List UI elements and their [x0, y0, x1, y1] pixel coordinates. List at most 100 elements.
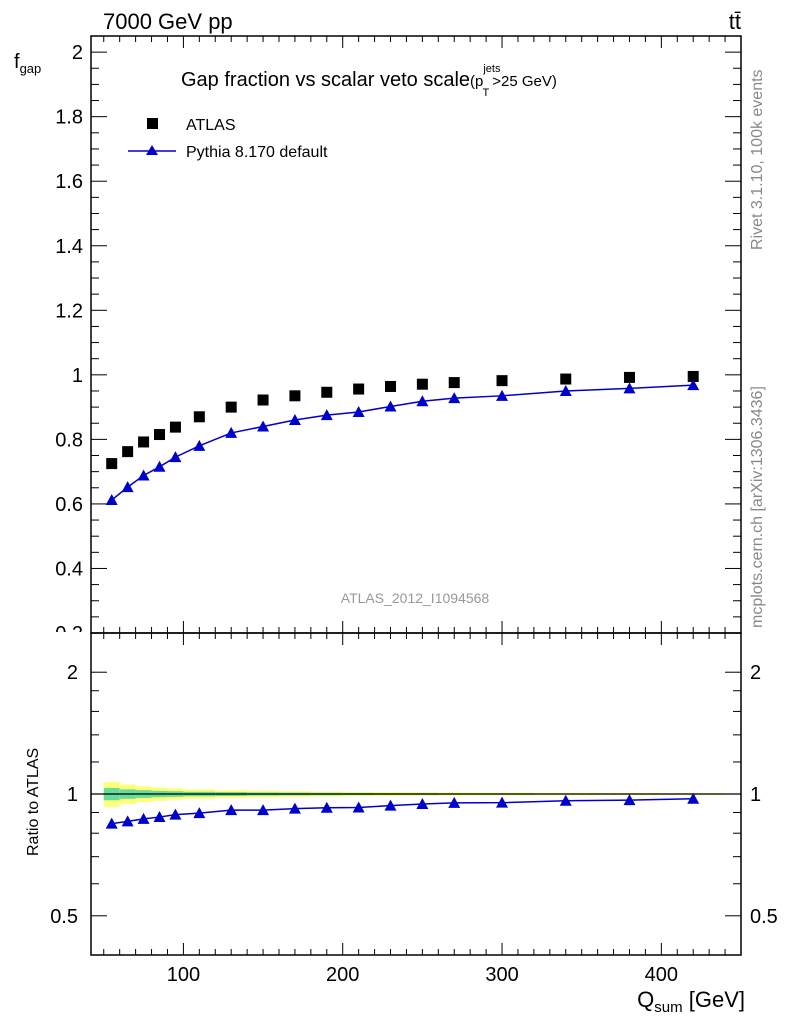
ratio-pythia-point	[257, 804, 270, 816]
ratio-pythia-point	[496, 796, 509, 808]
pythia-point	[352, 405, 365, 417]
pythia-point	[288, 414, 301, 426]
atlas-point	[496, 375, 508, 387]
x-tick-label: 100	[167, 964, 200, 986]
y-tick-label: 0.8	[55, 429, 83, 451]
y-tick-label: 1.6	[55, 171, 83, 193]
y-tick-label: 1.2	[55, 300, 83, 322]
atlas-point	[122, 446, 134, 458]
atlas-point	[687, 370, 699, 382]
ratio-panel-axes: 100 200 300 400 0.5 0.5 1 1 2 2	[50, 632, 778, 986]
pythia-point	[105, 494, 118, 506]
ratio-y-tick-label: 2	[67, 662, 78, 684]
y-tick-label: 1.4	[55, 236, 83, 258]
header-right: tt̄	[729, 9, 741, 34]
atlas-point	[257, 394, 269, 406]
ratio-pythia-point	[169, 808, 182, 820]
y-axis-label: fgap	[14, 51, 41, 76]
y-tick-label: 0.4	[55, 558, 83, 580]
pythia-point	[153, 460, 166, 472]
ratio-pythia-point	[137, 812, 150, 824]
pythia-point	[384, 400, 397, 412]
ratio-pythia-point	[153, 811, 166, 823]
ratio-y-tick-label: 1	[67, 784, 78, 806]
atlas-point	[623, 371, 635, 383]
ratio-pythia-point	[225, 804, 238, 816]
ratio-pythia-point	[121, 815, 134, 827]
atlas-point	[353, 383, 365, 395]
y-tick-label-partial: 0.2	[55, 623, 83, 645]
chart-title-sub: T	[482, 87, 489, 99]
atlas-point	[416, 378, 428, 390]
ratio-pythia-point	[384, 799, 397, 811]
pythia-point	[121, 481, 134, 493]
pythia-point	[496, 389, 509, 401]
chart-title: Gap fraction vs scalar veto scale(pjets T…	[181, 63, 557, 99]
pythia-point	[559, 384, 572, 396]
ratio-uncertainty-band	[91, 782, 741, 807]
ratio-pythia-point	[623, 794, 636, 806]
ratio-y-tick-label-right: 0.5	[750, 906, 778, 928]
legend-pythia-marker	[146, 145, 158, 155]
y-axis-label-main: f	[14, 51, 20, 73]
ratio-y-tick-label-right: 1	[750, 784, 761, 806]
atlas-point	[106, 458, 118, 470]
chart-title-close: >25 GeV)	[492, 73, 557, 90]
ratio-y-tick-label-right: 2	[750, 662, 761, 684]
x-axis-label: Qsum [GeV]	[637, 987, 745, 1016]
y-tick-label: 2	[72, 42, 83, 64]
ratio-y-axis-label: Ratio to ATLAS	[25, 748, 42, 856]
atlas-point	[289, 390, 301, 402]
x-tick-label: 400	[645, 964, 678, 986]
ratio-pythia-point	[448, 796, 461, 808]
atlas-point	[169, 421, 181, 433]
pythia-point	[257, 420, 270, 432]
side-label-bottom: mcplots.cern.ch [arXiv:1306.3436]	[749, 386, 766, 628]
chart-title-sup: jets	[482, 63, 501, 75]
atlas-point	[138, 436, 150, 448]
chart-title-main: Gap fraction vs scalar veto scale	[181, 69, 470, 91]
x-axis-label-sub: sum	[654, 999, 682, 1016]
x-tick-label: 200	[326, 964, 359, 986]
atlas-point	[225, 401, 237, 413]
pythia-point	[623, 382, 636, 394]
x-axis-label-main: Q	[637, 987, 654, 1012]
atlas-point	[154, 429, 166, 441]
main-panel-axes: 0.4 0.6 0.8 1 1.2 1.4 1.6 1.8 2 0.2	[55, 35, 742, 645]
ratio-pythia-point	[352, 801, 365, 813]
ratio-pythia-point	[687, 792, 700, 804]
legend-atlas-marker	[147, 118, 158, 129]
pythia-point	[225, 426, 238, 438]
ratio-pythia-point	[105, 817, 118, 829]
pythia-point	[448, 392, 461, 404]
side-label-top: Rivet 3.1.10, 100k events	[749, 69, 766, 250]
legend: ATLAS Pythia 8.170 default	[128, 117, 328, 161]
main-panel-data	[105, 370, 700, 506]
y-tick-label: 0.6	[55, 494, 83, 516]
analysis-id: ATLAS_2012_I1094568	[341, 590, 490, 606]
x-tick-label: 300	[485, 964, 518, 986]
pythia-point	[687, 379, 700, 391]
header-left: 7000 GeV pp	[103, 9, 233, 34]
y-axis-label-sub: gap	[20, 61, 42, 76]
ratio-y-tick-label: 0.5	[50, 906, 78, 928]
x-axis-label-unit: [GeV]	[683, 987, 745, 1012]
ratio-panel-data	[105, 792, 700, 829]
ratio-pythia-point	[559, 794, 572, 806]
atlas-point	[193, 411, 205, 423]
atlas-point	[448, 377, 460, 389]
pythia-point	[169, 451, 182, 463]
pythia-point	[320, 409, 333, 421]
ratio-pythia-point	[320, 801, 333, 813]
ratio-pythia-point	[288, 802, 301, 814]
chart-title-open: (p	[470, 73, 483, 90]
atlas-point	[385, 380, 397, 392]
y-tick-label: 1.8	[55, 107, 83, 129]
atlas-point	[560, 373, 572, 385]
y-tick-label: 1	[72, 365, 83, 387]
pythia-point	[416, 395, 429, 407]
atlas-point	[321, 386, 333, 398]
ratio-pythia-point	[416, 797, 429, 809]
legend-pythia-label: Pythia 8.170 default	[186, 144, 328, 161]
